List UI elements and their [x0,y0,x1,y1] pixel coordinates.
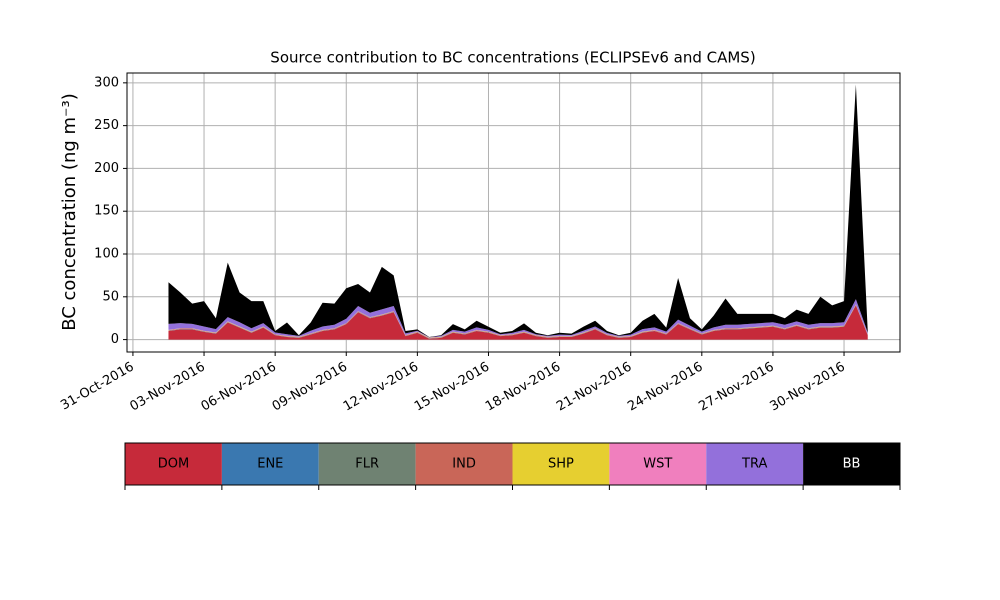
legend-label: IND [452,457,476,472]
legend-swatch [803,443,900,485]
area [168,305,868,340]
legend-swatch [318,443,416,485]
y-axis-label: BC concentration (ng m⁻³) [59,93,80,331]
area [168,84,868,338]
x-tick-label: 15-Nov-2016 [412,360,492,415]
y-tick-label: 50 [102,289,119,304]
legend-swatch [415,443,513,485]
x-tick-label: 24-Nov-2016 [625,360,705,415]
legend-label: DOM [158,457,189,472]
y-tick-label: 0 [111,332,119,347]
x-tick-label: 27-Nov-2016 [696,360,776,415]
y-tick-label: 150 [94,204,119,219]
legend-swatch [221,443,319,485]
legend-label: BB [843,457,861,472]
y-tick-label: 300 [94,75,119,90]
legend-swatch [706,443,804,485]
legend-swatch [609,443,707,485]
x-tick-label: 09-Nov-2016 [270,360,350,415]
x-tick-label: 03-Nov-2016 [128,360,208,415]
x-tick-label: 31-Oct-2016 [58,360,136,414]
legend-label: SHP [548,457,574,472]
legend-label: FLR [355,457,379,472]
legend-frame [124,442,901,486]
plot-frame [126,72,901,353]
areas [168,84,868,340]
area [168,304,868,339]
x-tick-label: 06-Nov-2016 [199,360,279,415]
legend-swatch [512,443,610,485]
legend-label: ENE [257,457,283,472]
y-tick-label: 100 [94,247,119,262]
y-tick-label: 250 [94,118,119,133]
x-tick-label: 30-Nov-2016 [768,360,848,415]
legend-label: TRA [741,457,767,472]
x-tick-label: 21-Nov-2016 [554,360,634,415]
chart-title: Source contribution to BC concentrations… [270,49,755,67]
grid [127,73,900,352]
x-tick-label: 18-Nov-2016 [483,360,563,415]
legend-label: WST [643,457,672,472]
area [168,299,868,338]
y-tick-label: 200 [94,161,119,176]
x-tick-label: 12-Nov-2016 [341,360,421,415]
legend-swatch [125,443,222,485]
